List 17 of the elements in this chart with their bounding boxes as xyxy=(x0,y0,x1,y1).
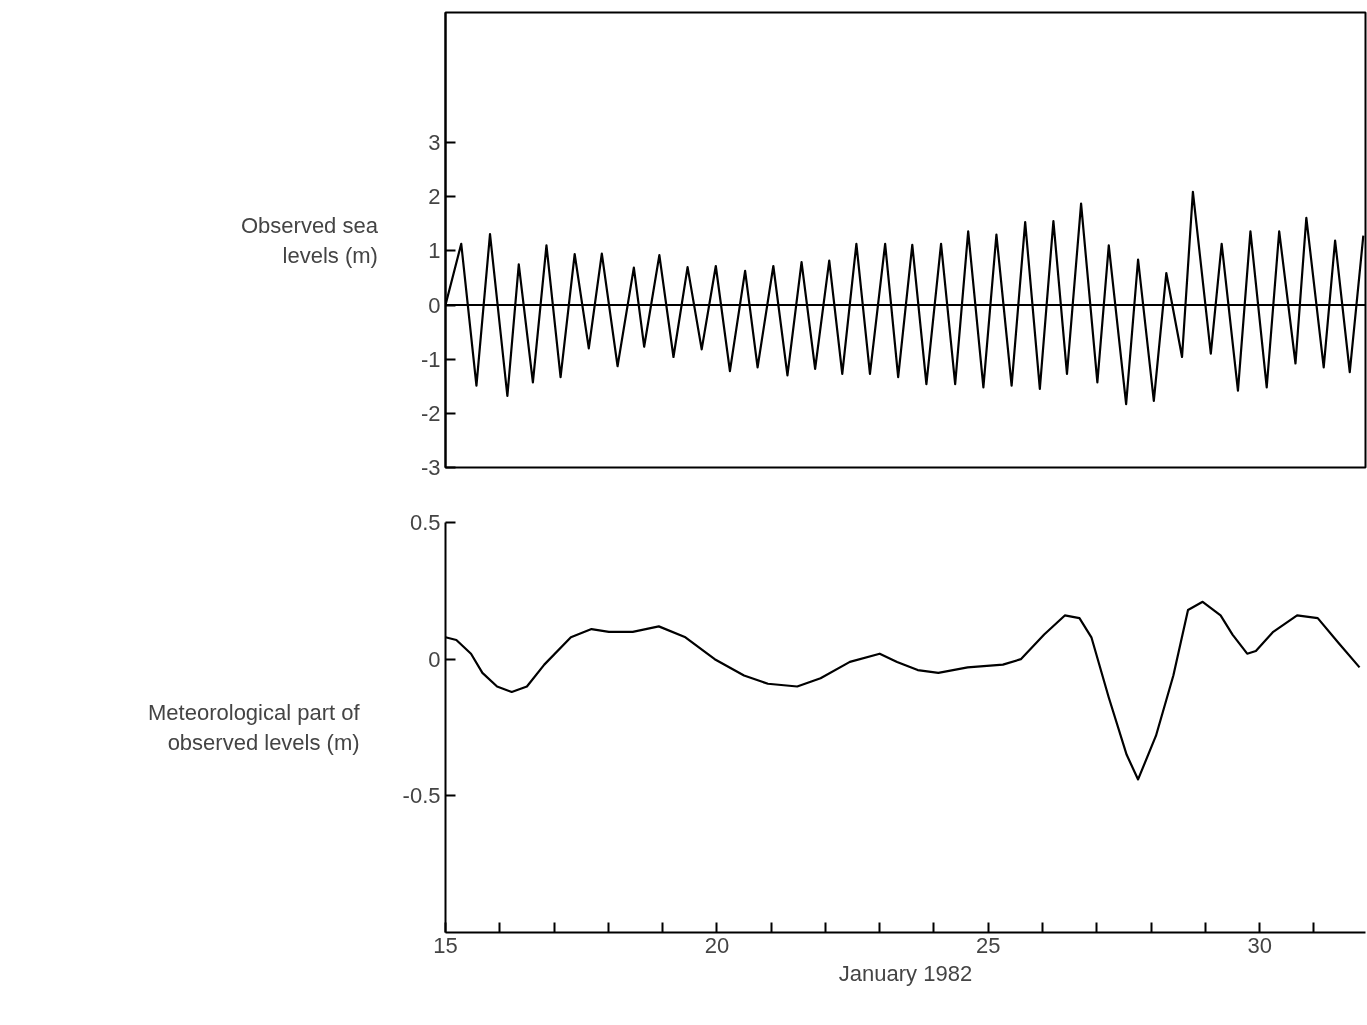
y-tick-label: -0.5 xyxy=(402,783,441,809)
y-tick-label: 1 xyxy=(428,238,441,264)
y-tick-label: 2 xyxy=(428,184,441,210)
y-tick-label: -2 xyxy=(420,400,441,426)
x-tick-label: 25 xyxy=(976,932,1001,958)
y-tick-label: 0.5 xyxy=(409,510,441,535)
y-tick-label: -3 xyxy=(420,455,441,480)
x-tick-label: 30 xyxy=(1247,932,1272,958)
y-tick-label: 0 xyxy=(428,646,441,672)
x-axis-title: January 1982 xyxy=(838,960,973,986)
x-tick-label: 15 xyxy=(433,932,458,958)
y-axis-title: Meteorological part of observed levels (m) xyxy=(148,700,361,755)
x-tick-label: 20 xyxy=(704,932,730,958)
y-tick-label: -1 xyxy=(420,346,441,372)
y-tick-label: 0 xyxy=(428,292,441,318)
y-axis-title: Observed sea levels (m) xyxy=(240,212,379,268)
y-tick-label: 3 xyxy=(428,130,441,155)
